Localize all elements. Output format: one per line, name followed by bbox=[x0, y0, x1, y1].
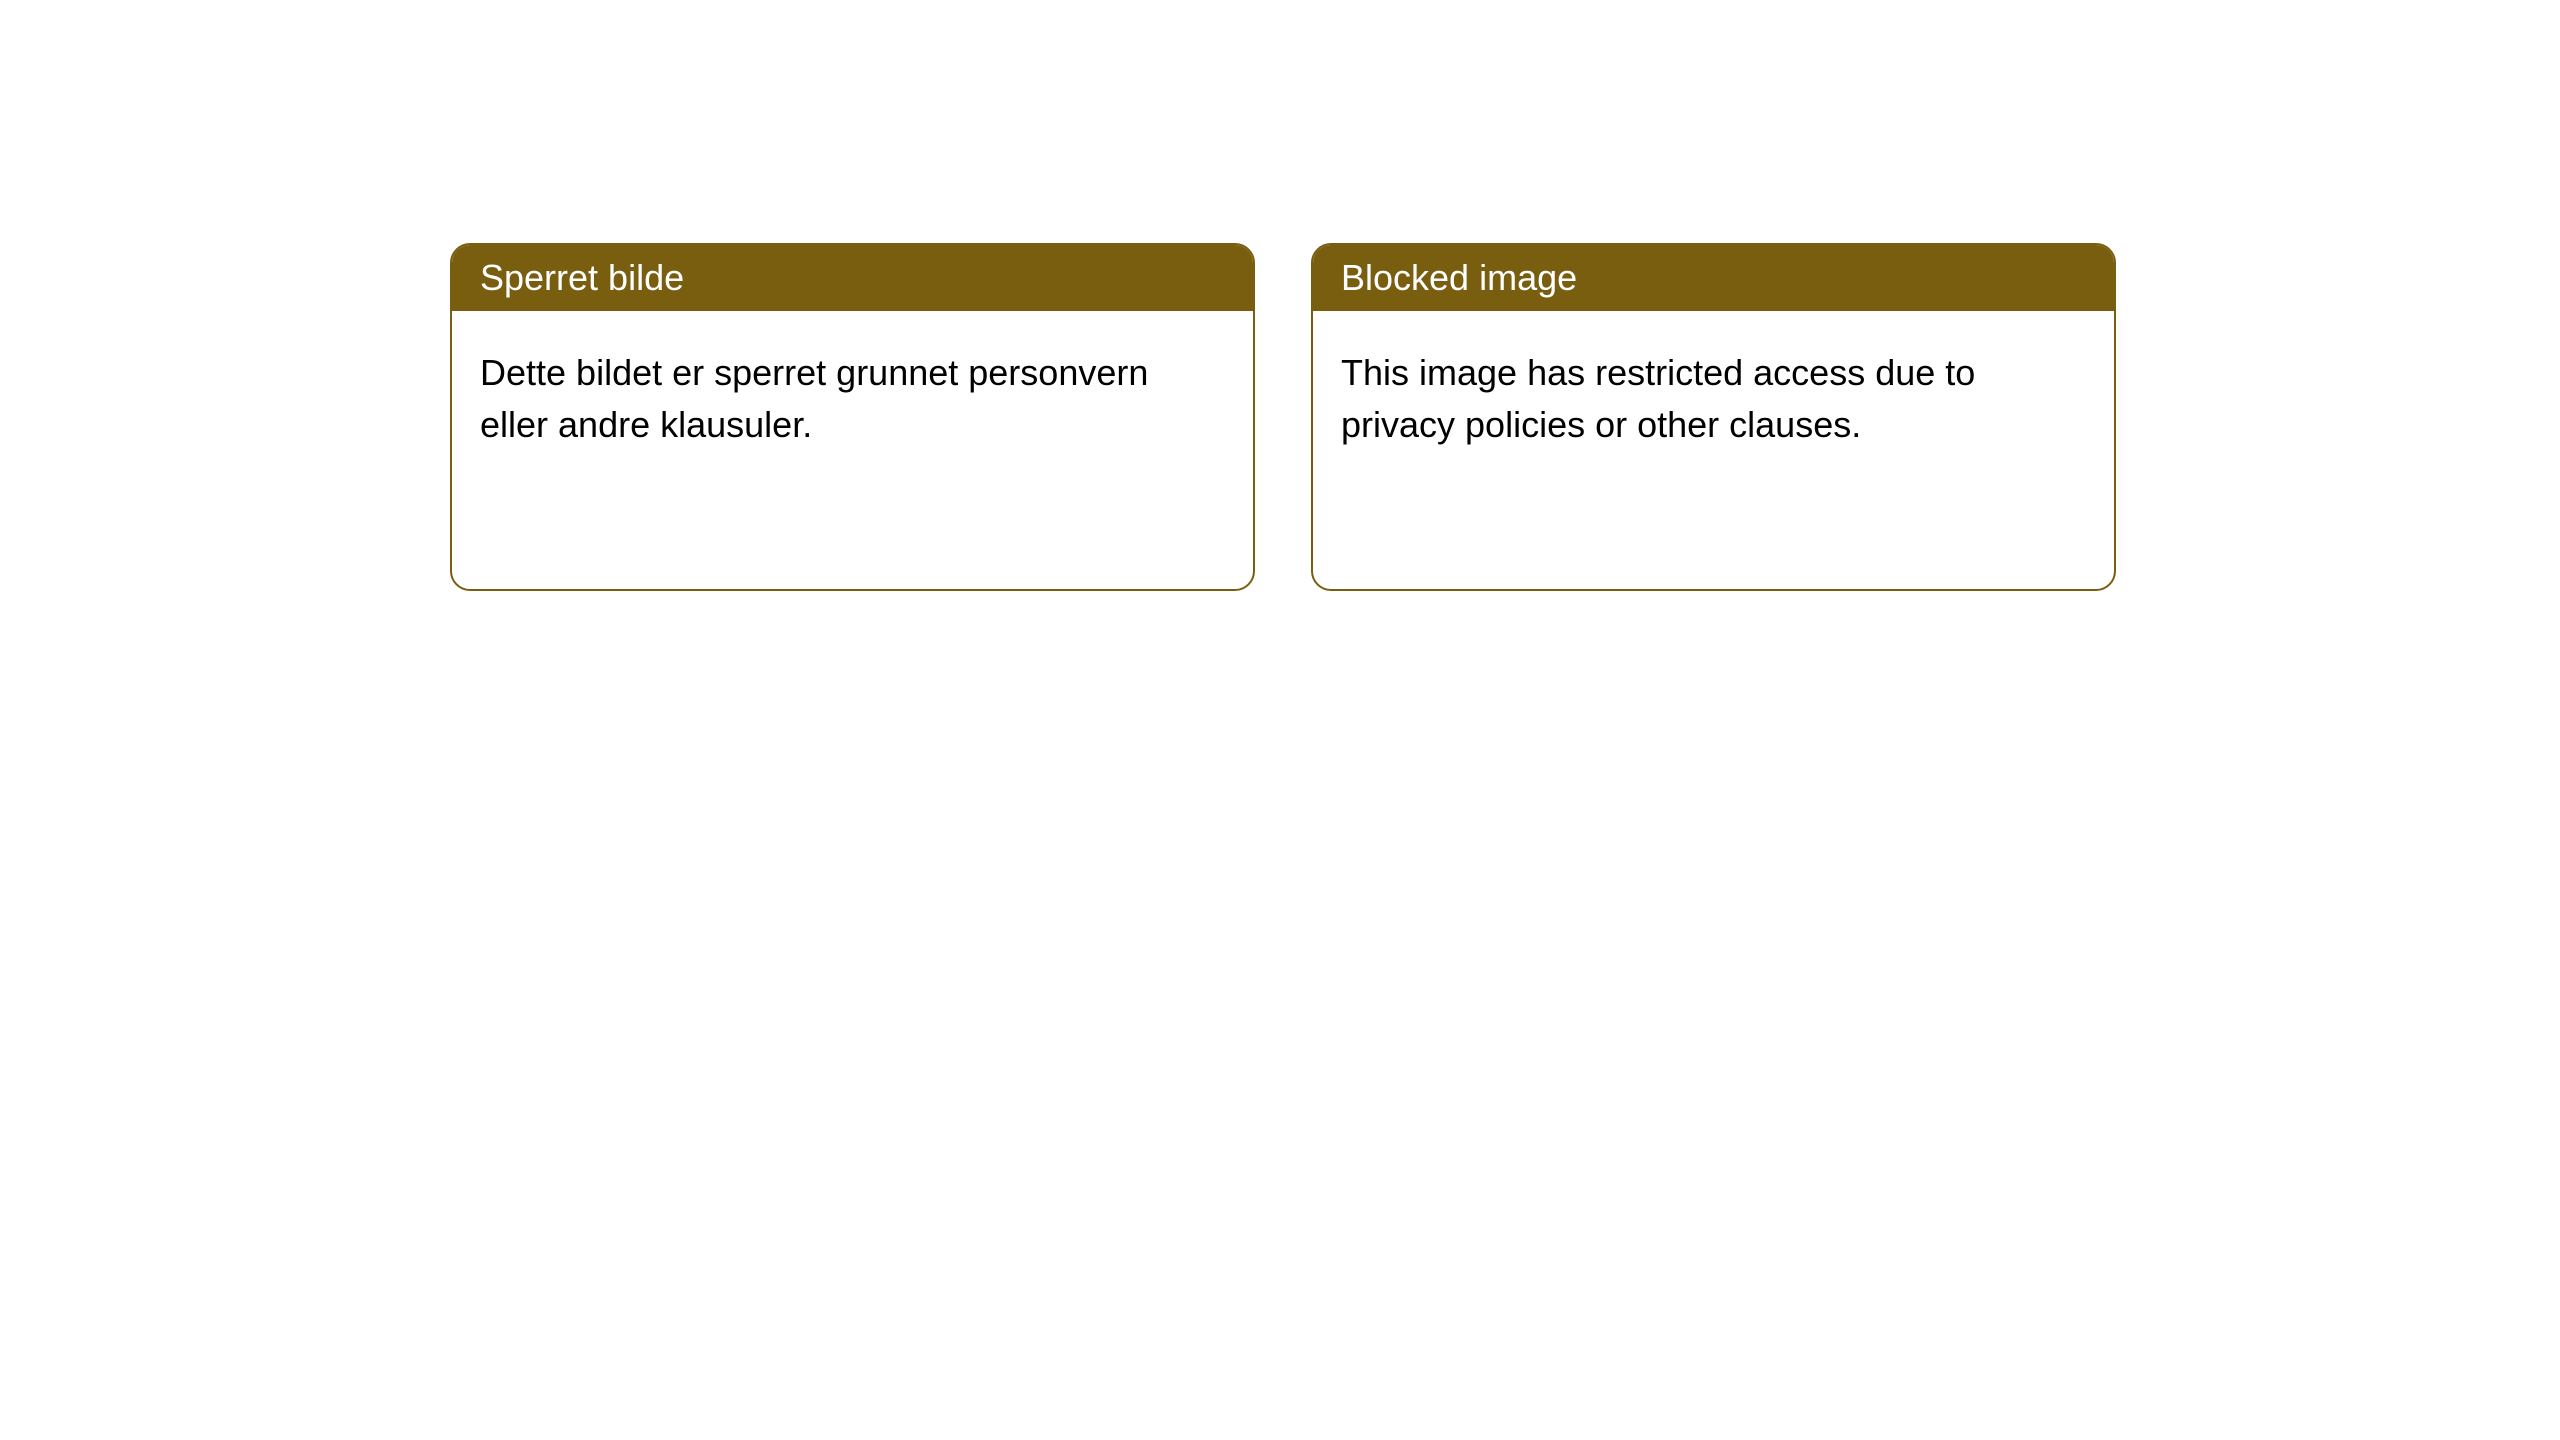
notice-card-norwegian: Sperret bilde Dette bildet er sperret gr… bbox=[450, 243, 1255, 591]
notice-container: Sperret bilde Dette bildet er sperret gr… bbox=[0, 0, 2560, 591]
card-title: Sperret bilde bbox=[480, 257, 684, 298]
card-body-text: Dette bildet er sperret grunnet personve… bbox=[480, 352, 1148, 445]
card-title: Blocked image bbox=[1341, 257, 1577, 298]
card-header: Sperret bilde bbox=[452, 245, 1253, 311]
card-body-text: This image has restricted access due to … bbox=[1341, 352, 1975, 445]
card-body: This image has restricted access due to … bbox=[1313, 311, 2114, 589]
card-body: Dette bildet er sperret grunnet personve… bbox=[452, 311, 1253, 589]
card-header: Blocked image bbox=[1313, 245, 2114, 311]
notice-card-english: Blocked image This image has restricted … bbox=[1311, 243, 2116, 591]
